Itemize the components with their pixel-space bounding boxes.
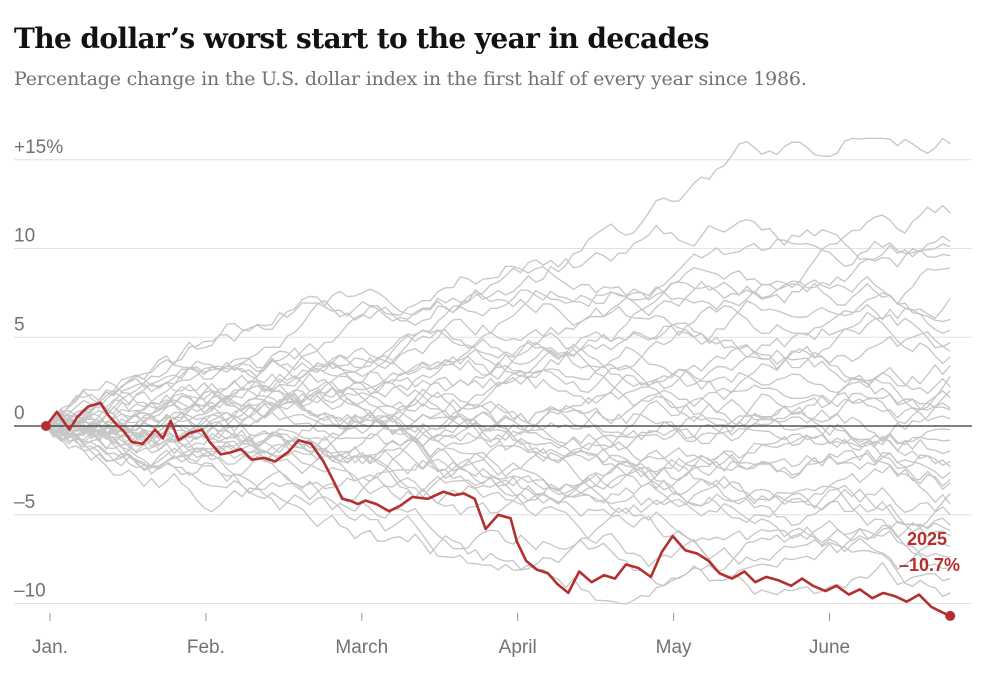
series-start-point	[41, 421, 51, 431]
y-axis-ticks: +15% 10 5 0 –5 –10	[14, 137, 63, 602]
history-series-line	[45, 346, 951, 446]
history-series-line	[45, 373, 951, 455]
history-series-line	[45, 419, 951, 598]
history-series-line	[45, 389, 951, 494]
x-tick-label: May	[656, 637, 692, 658]
history-series-group	[45, 137, 951, 605]
series-line-2025	[44, 401, 951, 618]
history-series-line	[45, 412, 951, 516]
x-tick-label: Feb.	[187, 637, 225, 658]
history-series-line	[45, 411, 951, 538]
history-series-line	[45, 292, 951, 427]
history-series-line	[45, 416, 951, 524]
history-series-line	[45, 267, 951, 429]
history-series-line	[45, 204, 951, 427]
history-series-line	[45, 365, 951, 451]
y-tick-label: –10	[14, 581, 46, 602]
y-tick-label: +15%	[14, 137, 63, 158]
x-tick-label: Jan.	[32, 637, 68, 658]
history-series-line	[45, 425, 951, 587]
chart-subtitle: Percentage change in the U.S. dollar ind…	[14, 68, 807, 90]
history-series-line	[45, 305, 951, 442]
y-tick-label: 0	[14, 403, 25, 424]
series-end-point	[945, 610, 956, 621]
x-axis-ticks: Jan. Feb. March April May June	[32, 613, 850, 658]
x-tick-label: April	[499, 637, 537, 658]
history-series-line	[45, 238, 951, 427]
x-tick-label: June	[809, 637, 850, 658]
history-series-line	[45, 402, 951, 451]
annotation-year: 2025	[907, 529, 947, 549]
y-tick-label: –5	[14, 492, 35, 513]
history-series-line	[45, 424, 951, 605]
y-tick-label: 10	[14, 226, 35, 247]
y-tick-label: 5	[14, 314, 25, 335]
history-series-line	[45, 416, 951, 570]
history-series-line	[45, 322, 951, 432]
history-series-line	[45, 384, 951, 440]
chart-title: The dollar’s worst start to the year in …	[14, 22, 710, 55]
history-series-line	[45, 314, 951, 448]
history-series-line	[45, 218, 951, 427]
annotation-value: –10.7%	[899, 555, 960, 575]
history-series-line	[45, 375, 951, 451]
history-series-line	[45, 425, 951, 571]
history-series-line	[45, 389, 951, 532]
history-series-line	[45, 267, 951, 439]
x-tick-label: March	[335, 637, 388, 658]
history-series-line	[45, 347, 951, 446]
history-series-line	[45, 137, 951, 427]
